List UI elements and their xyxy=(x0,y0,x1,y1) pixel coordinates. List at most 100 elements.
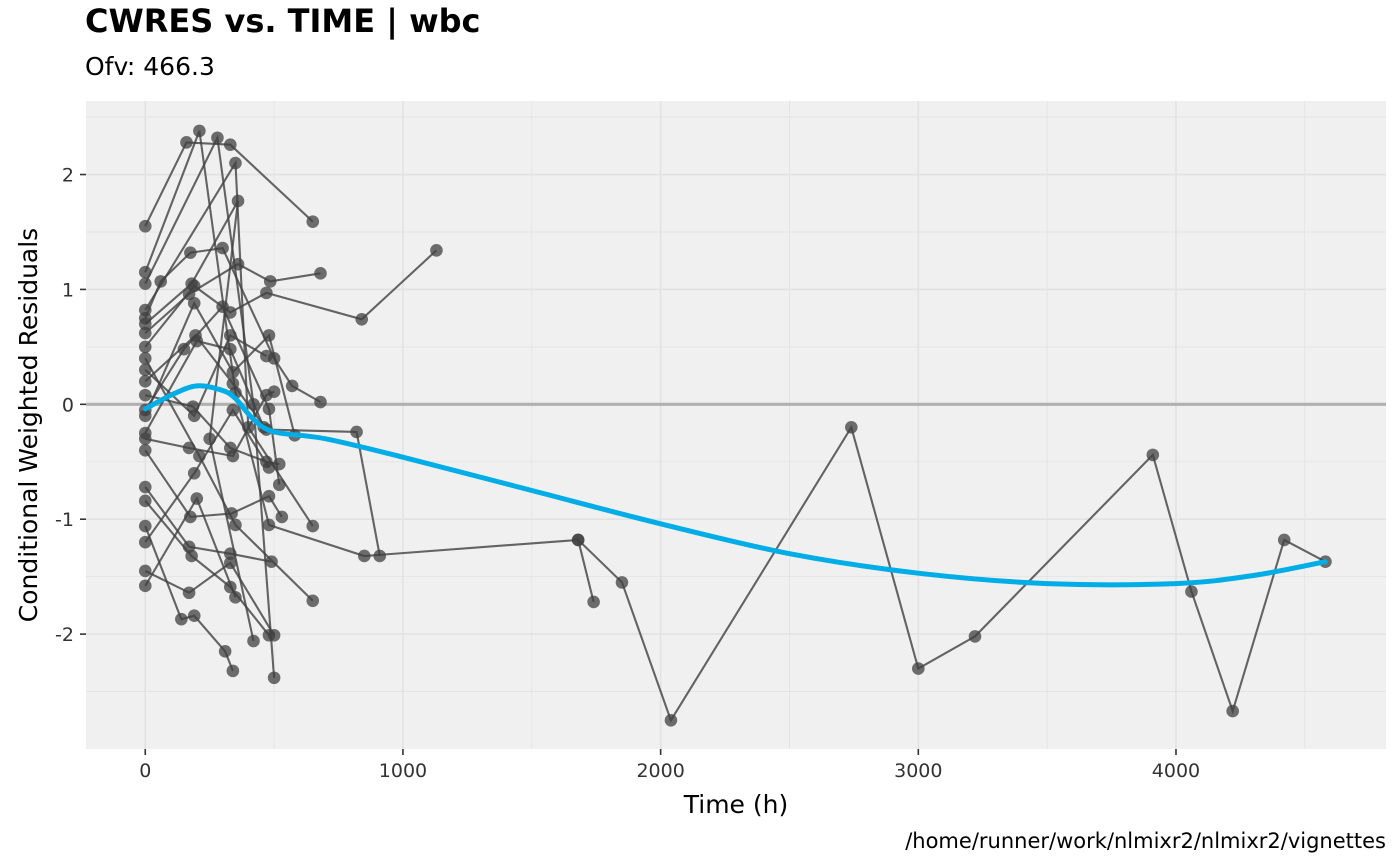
data-point xyxy=(226,403,240,417)
data-point xyxy=(193,124,206,138)
data-point xyxy=(262,461,276,474)
data-point xyxy=(138,219,152,233)
data-point xyxy=(226,664,240,678)
data-point xyxy=(216,241,229,255)
data-point xyxy=(224,342,237,356)
data-point xyxy=(138,277,152,290)
y-tick-label: -1 xyxy=(55,509,74,531)
data-point xyxy=(177,342,191,356)
minor-gridlines xyxy=(86,101,1386,749)
data-point xyxy=(187,466,201,480)
data-point xyxy=(225,507,238,520)
data-point xyxy=(968,630,982,643)
data-point xyxy=(138,363,152,377)
data-point xyxy=(138,480,152,494)
data-point xyxy=(229,156,242,170)
individual-profile-line xyxy=(144,134,276,678)
individual-profile-line xyxy=(144,339,265,434)
data-point xyxy=(138,494,152,508)
data-point xyxy=(175,612,188,626)
data-point xyxy=(203,432,216,446)
data-point xyxy=(186,400,200,413)
data-point xyxy=(262,329,276,342)
data-point xyxy=(138,409,152,423)
data-point xyxy=(218,645,232,658)
individual-profile-line xyxy=(144,333,267,418)
individual-profile-line xyxy=(144,159,314,527)
data-point xyxy=(260,286,273,300)
data-point xyxy=(184,510,197,524)
individual-profile-line xyxy=(576,424,1326,723)
individual-profile-line xyxy=(144,500,270,636)
data-point xyxy=(229,591,242,604)
data-point xyxy=(587,595,600,609)
data-point xyxy=(1226,704,1239,718)
data-point xyxy=(138,519,152,533)
data-point xyxy=(275,510,289,524)
individual-profile-line xyxy=(144,486,272,563)
data-point xyxy=(350,425,363,439)
data-point xyxy=(187,609,201,623)
data-point xyxy=(430,244,443,257)
data-point xyxy=(1277,533,1291,547)
data-point xyxy=(226,449,240,463)
data-point xyxy=(272,457,286,471)
data-point xyxy=(306,215,320,228)
y-tick-label: 2 xyxy=(62,165,74,187)
data-point xyxy=(1185,585,1198,598)
data-point xyxy=(267,628,281,642)
individual-profile-line xyxy=(144,141,314,227)
data-point xyxy=(182,586,196,600)
data-point xyxy=(138,535,152,549)
data-point xyxy=(242,420,255,434)
data-point xyxy=(226,365,240,379)
data-point xyxy=(138,564,152,578)
data-point xyxy=(263,275,277,288)
data-point xyxy=(260,349,273,363)
data-point xyxy=(1146,448,1160,462)
data-point xyxy=(190,492,204,505)
data-point xyxy=(138,579,152,593)
data-point xyxy=(357,549,371,563)
data-points xyxy=(138,124,1332,727)
data-point xyxy=(247,634,260,648)
x-axis-title: Time (h) xyxy=(683,790,788,819)
chart-subtitle: Ofv: 466.3 xyxy=(85,52,215,81)
data-point xyxy=(262,402,276,416)
data-point xyxy=(138,317,152,331)
x-tick-label: 4000 xyxy=(1152,760,1200,782)
x-axis-ticks: 0 1000 2000 3000 4000 xyxy=(139,749,1200,782)
individual-profile-line xyxy=(144,130,579,558)
x-tick-label: 0 xyxy=(139,760,151,782)
y-axis-ticks: -2 -1 0 1 2 xyxy=(55,165,86,646)
x-tick-label: 3000 xyxy=(894,760,942,782)
data-point xyxy=(845,420,858,434)
data-point xyxy=(211,131,224,145)
data-point xyxy=(138,340,152,354)
data-point xyxy=(138,375,152,388)
data-point xyxy=(187,296,201,310)
data-point xyxy=(190,334,204,348)
data-point xyxy=(193,449,206,463)
y-tick-label: -2 xyxy=(55,624,74,646)
data-point xyxy=(226,377,240,390)
data-point xyxy=(265,555,278,569)
data-point xyxy=(216,300,229,313)
data-point xyxy=(224,580,237,594)
x-tick-label: 2000 xyxy=(636,760,684,782)
smooth-trend-line xyxy=(142,383,1328,588)
data-point xyxy=(138,265,152,279)
data-point xyxy=(267,385,281,398)
y-tick-label: 0 xyxy=(62,394,74,416)
data-point xyxy=(912,662,925,675)
x-tick-label: 1000 xyxy=(379,760,427,782)
data-point xyxy=(138,326,152,340)
y-axis-title: Conditional Weighted Residuals xyxy=(14,228,43,622)
data-point xyxy=(187,279,201,293)
data-point xyxy=(355,312,369,326)
data-point xyxy=(224,547,237,560)
data-point xyxy=(138,426,152,440)
data-point xyxy=(615,576,629,589)
data-point xyxy=(262,518,276,532)
